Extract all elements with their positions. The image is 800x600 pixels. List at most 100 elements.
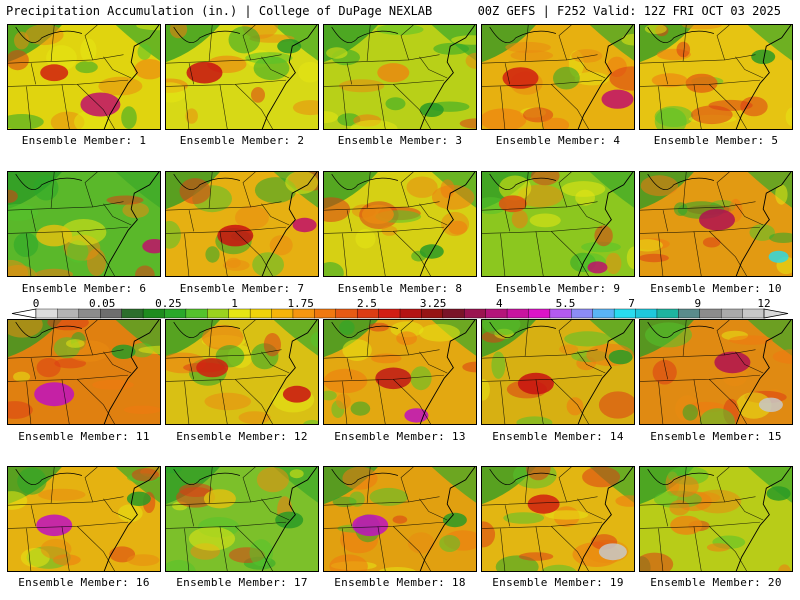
legend-color-bin [164, 308, 187, 319]
legend-color-bin [100, 308, 123, 319]
legend-color-bin [378, 308, 401, 319]
ensemble-member-label: Ensemble Member: 10 [650, 282, 782, 295]
map-title: Precipitation Accumulation (in.) | Colle… [6, 4, 433, 18]
precip-map [166, 25, 318, 129]
ensemble-member-label: Ensemble Member: 11 [18, 430, 150, 443]
ensemble-member-label: Ensemble Member: 6 [21, 282, 147, 295]
legend-min-arrow [11, 308, 37, 319]
precip-map [8, 467, 160, 571]
legend-color-bin [442, 308, 465, 319]
legend-tick-label: 0.05 [88, 297, 116, 310]
precip-map [640, 467, 792, 571]
precip-map [166, 467, 318, 571]
legend-color-bin [399, 308, 422, 319]
ensemble-member-label: Ensemble Member: 2 [179, 134, 305, 147]
ensemble-member-map [481, 24, 635, 130]
legend-color-bin [207, 308, 230, 319]
legend-color-bin [699, 308, 722, 319]
ensemble-member-map [323, 319, 477, 425]
legend-color-bin [78, 308, 101, 319]
legend-color-bin [421, 308, 444, 319]
ensemble-member-label: Ensemble Member: 18 [334, 576, 466, 589]
legend-color-bin [742, 308, 765, 319]
ensemble-member-map [481, 171, 635, 277]
ensemble-member-map [165, 24, 319, 130]
legend-color-bin [121, 308, 144, 319]
legend-tick-label: 12 [757, 297, 771, 310]
legend-color-bin [228, 308, 251, 319]
ensemble-member-label: Ensemble Member: 3 [337, 134, 463, 147]
ensemble-member-label: Ensemble Member: 12 [176, 430, 308, 443]
ensemble-member-label: Ensemble Member: 4 [495, 134, 621, 147]
precip-map [324, 25, 476, 129]
legend-tick-label: 9 [694, 297, 702, 310]
legend-color-bin [314, 308, 337, 319]
precip-map [324, 320, 476, 424]
precip-map [8, 320, 160, 424]
ensemble-member-label: Ensemble Member: 20 [650, 576, 782, 589]
ensemble-member-map [481, 466, 635, 572]
precip-map [324, 172, 476, 276]
legend-tick-label: 5.5 [555, 297, 576, 310]
ensemble-member-map [481, 319, 635, 425]
color-scale-legend [11, 308, 789, 319]
legend-tick-label: 4 [495, 297, 503, 310]
ensemble-member-map [323, 24, 477, 130]
precip-map [482, 467, 634, 571]
legend-tick-label: 1 [231, 297, 238, 310]
ensemble-member-label: Ensemble Member: 14 [492, 430, 624, 443]
legend-tick-label: 1.75 [287, 297, 314, 310]
legend-tick-label: 0.25 [155, 297, 182, 310]
legend-color-bin [549, 308, 572, 319]
legend-color-bin [271, 308, 294, 319]
ensemble-member-map [323, 466, 477, 572]
ensemble-member-map [323, 171, 477, 277]
precip-map [482, 25, 634, 129]
legend-color-bin [57, 308, 80, 319]
ensemble-member-map [639, 171, 793, 277]
legend-color-bin [142, 308, 165, 319]
legend-color-bin [571, 308, 594, 319]
ensemble-member-label: Ensemble Member: 17 [176, 576, 308, 589]
ensemble-member-map [639, 24, 793, 130]
ensemble-member-label: Ensemble Member: 1 [21, 134, 147, 147]
ensemble-member-map [7, 171, 161, 277]
legend-color-bin [185, 308, 208, 319]
legend-tick-label: 7 [628, 297, 635, 310]
ensemble-member-label: Ensemble Member: 16 [18, 576, 150, 589]
legend-color-bin [678, 308, 701, 319]
ensemble-member-label: Ensemble Member: 5 [653, 134, 779, 147]
ensemble-member-map [639, 466, 793, 572]
legend-color-bin [335, 308, 358, 319]
legend-color-bin [528, 308, 551, 319]
precip-map [166, 320, 318, 424]
valid-time: 00Z GEFS | F252 Valid: 12Z FRI OCT 03 20… [477, 4, 781, 18]
ensemble-member-label: Ensemble Member: 19 [492, 576, 624, 589]
precip-map [166, 172, 318, 276]
precip-map [8, 172, 160, 276]
legend-color-bin [356, 308, 380, 319]
legend-color-bin [656, 308, 679, 319]
ensemble-member-label: Ensemble Member: 7 [179, 282, 305, 295]
legend-color-bin [720, 308, 744, 319]
ensemble-member-map [639, 319, 793, 425]
ensemble-member-map [165, 319, 319, 425]
precip-map [640, 25, 792, 129]
precip-map [482, 320, 634, 424]
precip-map [8, 25, 160, 129]
ensemble-member-map [7, 466, 161, 572]
legend-color-bin [35, 308, 58, 319]
legend-color-bin [613, 308, 637, 319]
ensemble-member-label: Ensemble Member: 8 [337, 282, 463, 295]
ensemble-member-label: Ensemble Member: 15 [650, 430, 782, 443]
legend-color-bin [485, 308, 508, 319]
legend-color-bin [506, 308, 529, 319]
legend-color-bin [592, 308, 615, 319]
ensemble-member-label: Ensemble Member: 9 [495, 282, 621, 295]
ensemble-member-map [7, 24, 161, 130]
ensemble-member-map [7, 319, 161, 425]
ensemble-member-map [165, 466, 319, 572]
legend-tick-label: 0 [32, 297, 40, 310]
legend-tick-label: 3.25 [419, 297, 447, 310]
legend-color-bin [292, 308, 315, 319]
